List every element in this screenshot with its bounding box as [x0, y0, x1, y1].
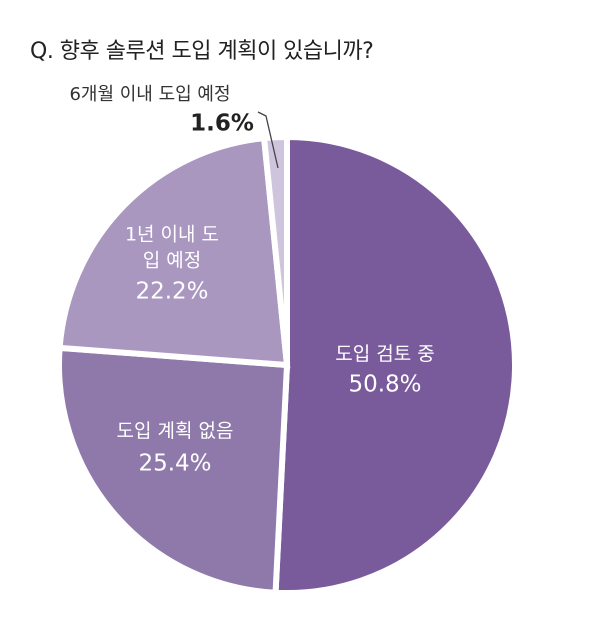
leader-line — [257, 111, 279, 169]
slice-label: 도입 검토 중 — [335, 343, 435, 366]
pie-slice — [260, 133, 290, 366]
chart-title: Q. 향후 솔루션 도입 계획이 있습니까? — [30, 39, 374, 64]
value-label: 1.6% — [190, 110, 254, 137]
slice-label: 1년 이내 도입 예정 — [124, 223, 220, 271]
pie-slice — [56, 344, 291, 596]
slice-label: 도입 계획 없음 — [116, 420, 234, 443]
value-label: 25.4% — [138, 450, 212, 477]
slice-label: 6개월 이내 도입 예정 — [69, 83, 231, 105]
value-label: 22.2% — [135, 278, 209, 305]
pie-slice — [56, 134, 291, 369]
pie-slice — [272, 133, 518, 596]
value-label: 50.8% — [348, 371, 422, 398]
